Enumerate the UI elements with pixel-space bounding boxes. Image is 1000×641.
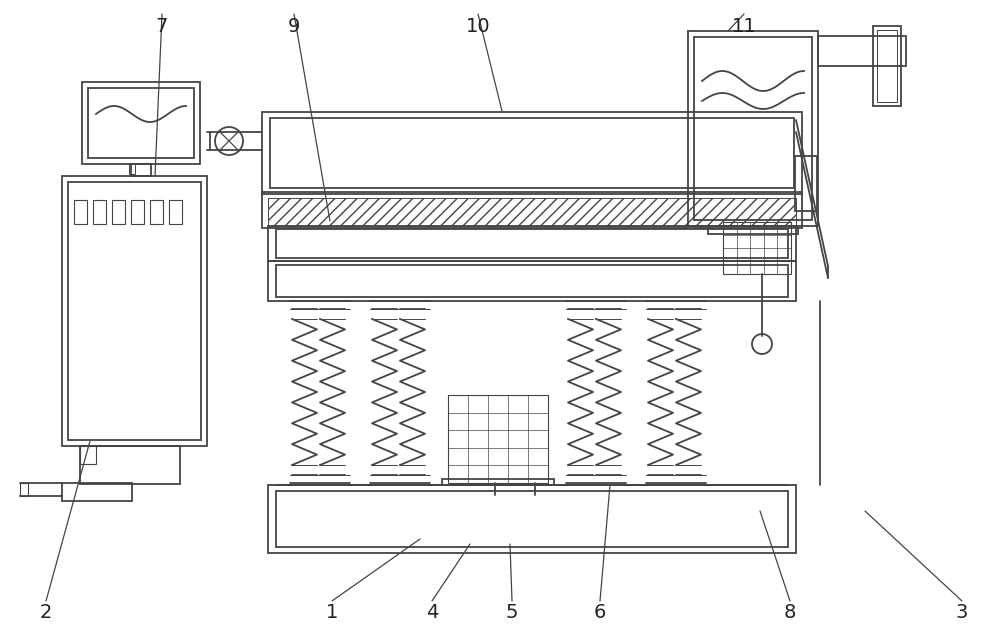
Text: 2: 2	[40, 603, 52, 622]
Text: 6: 6	[594, 603, 606, 622]
Bar	[62, 176, 207, 446]
Bar	[694, 37, 812, 220]
Bar	[68, 182, 201, 440]
Bar	[82, 82, 200, 164]
Bar	[80, 446, 180, 484]
Bar	[723, 222, 791, 274]
Bar	[276, 491, 788, 547]
Bar	[276, 229, 788, 258]
Bar	[93, 200, 106, 224]
Text: 5: 5	[506, 603, 518, 622]
Bar	[276, 265, 788, 297]
Bar	[20, 483, 28, 496]
Bar	[169, 200, 182, 224]
Bar	[688, 31, 818, 226]
Text: 3: 3	[956, 603, 968, 622]
Bar	[80, 446, 96, 464]
Bar	[708, 226, 798, 234]
Bar	[262, 112, 802, 194]
Bar	[131, 164, 151, 176]
Text: 11: 11	[732, 17, 756, 35]
Text: 8: 8	[784, 603, 796, 622]
Bar	[62, 483, 132, 501]
Text: 4: 4	[426, 603, 438, 622]
Bar	[262, 192, 802, 228]
Bar	[442, 479, 554, 485]
Bar	[873, 26, 901, 106]
Bar	[448, 395, 548, 483]
Bar	[268, 226, 796, 261]
Bar	[74, 200, 87, 224]
Bar	[818, 36, 906, 66]
Text: 1: 1	[326, 603, 338, 622]
Bar	[88, 88, 194, 158]
Text: 7: 7	[156, 17, 168, 35]
Bar	[129, 164, 135, 174]
Bar	[112, 200, 125, 224]
Bar	[270, 118, 794, 188]
Bar	[131, 200, 144, 224]
Text: 10: 10	[466, 17, 490, 35]
Bar	[795, 156, 817, 211]
Bar	[268, 485, 796, 553]
Bar	[268, 261, 796, 301]
Bar	[268, 198, 796, 226]
Bar	[877, 30, 897, 102]
Bar	[150, 200, 163, 224]
Text: 9: 9	[288, 17, 300, 35]
